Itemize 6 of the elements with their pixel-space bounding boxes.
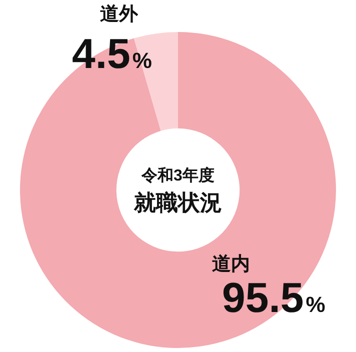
data-label: 4.5% bbox=[72, 30, 152, 77]
text: 令和3年度 bbox=[140, 165, 214, 184]
slice-label: 道外 bbox=[100, 4, 139, 25]
slice-label: 道内 bbox=[212, 253, 250, 275]
text: 就職状況 bbox=[133, 190, 222, 216]
data-label: 95.5% bbox=[222, 274, 326, 321]
